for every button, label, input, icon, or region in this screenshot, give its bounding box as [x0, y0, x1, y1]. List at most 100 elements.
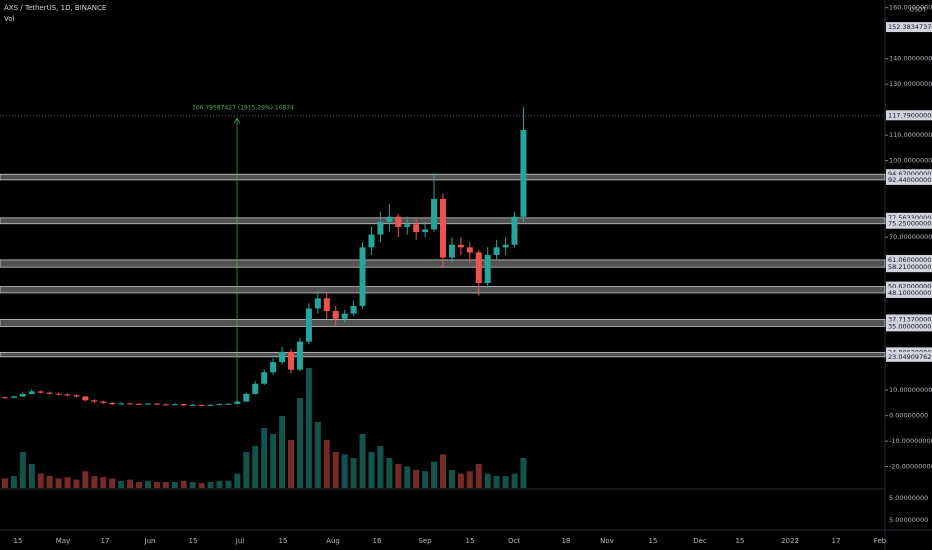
volume-bar	[413, 470, 420, 488]
price-tag: 117.79000000	[888, 111, 932, 119]
price-tag-bg	[886, 281, 932, 292]
candle-body	[207, 404, 214, 406]
volume-bar	[511, 473, 518, 488]
volume-bar	[118, 480, 125, 488]
volume-bar	[28, 464, 35, 488]
price-tag: 50.62000000	[888, 283, 931, 291]
volume-bar	[305, 368, 312, 488]
volume-bar	[520, 458, 527, 488]
volume-label: Vol	[4, 15, 15, 23]
volume-bar	[422, 471, 429, 488]
candle-body	[270, 362, 277, 373]
price-tag-bg	[886, 174, 932, 185]
x-tick-label: 16	[373, 537, 382, 545]
x-tick-label: 15	[279, 537, 288, 545]
price-tag-bg	[886, 314, 932, 325]
candle-body	[279, 351, 286, 363]
price-tag: 58.21000000	[888, 263, 931, 271]
candle-body	[502, 244, 509, 248]
y-tick-label: -20.00000000	[889, 463, 932, 471]
zone	[0, 351, 886, 358]
lower-pane-tick: 5.00000000	[889, 516, 928, 524]
volume-bar	[314, 422, 321, 488]
candle-body	[19, 393, 26, 397]
volume-bar	[162, 482, 169, 488]
candle-body	[127, 403, 134, 405]
candle-body	[109, 402, 116, 405]
candle-body	[422, 229, 429, 233]
price-tag-bg	[886, 351, 932, 362]
volume-bar	[359, 434, 366, 488]
price-tag-bg	[886, 287, 932, 298]
volume-bar	[198, 483, 205, 488]
x-tick-label: Nov	[600, 537, 614, 545]
candle-body	[91, 400, 98, 402]
candle-body	[395, 216, 402, 227]
volume-bar	[270, 434, 277, 488]
price-tag: 23.04909762	[888, 353, 931, 361]
price-tag: 152.38347374	[888, 23, 932, 31]
candle-body	[252, 383, 259, 394]
x-tick-label: 17	[832, 537, 841, 545]
volume-bar	[431, 461, 438, 488]
x-tick-label: 2022	[781, 537, 799, 545]
candle-body	[10, 396, 17, 398]
volume-bar	[180, 480, 187, 488]
volume-bar	[386, 458, 393, 488]
zone	[0, 173, 886, 181]
candle-body	[314, 298, 321, 309]
volume-bar	[109, 478, 116, 488]
y-tick-label: 100.00000000	[889, 157, 932, 165]
price-tag: 75.25000000	[888, 220, 931, 228]
candle-body	[261, 372, 268, 384]
x-tick-label: 17	[101, 537, 110, 545]
candle-body	[448, 244, 455, 258]
price-tag: 94.67000000	[888, 170, 931, 178]
volume-bar	[502, 476, 509, 488]
volume-bar	[252, 446, 259, 488]
zone	[0, 319, 886, 327]
volume-bar	[296, 398, 303, 488]
candle-body	[341, 313, 348, 319]
price-tag: 37.71370000	[888, 315, 931, 323]
candle-body	[377, 221, 384, 235]
volume-bar	[225, 480, 232, 488]
volume-bar	[466, 471, 473, 488]
candle-body	[440, 198, 446, 258]
price-tag-bg	[886, 110, 932, 121]
zone	[0, 286, 886, 294]
candle-body	[46, 392, 53, 394]
volume-bar	[46, 476, 53, 488]
volume-bar	[493, 476, 500, 488]
candle-body	[234, 401, 241, 404]
candle-body	[153, 403, 160, 405]
x-tick-label: Feb	[874, 537, 887, 545]
x-tick-label: Sep	[418, 537, 432, 545]
volume-bar	[189, 482, 196, 488]
volume-bar	[377, 446, 384, 488]
candle-body	[493, 247, 500, 255]
price-tag-bg	[886, 218, 932, 229]
x-tick-label: Aug	[326, 537, 340, 545]
x-tick-label: May	[56, 537, 70, 545]
candle-body	[296, 341, 303, 370]
candle-body	[189, 404, 196, 406]
y-tick-label: 130.00000000	[889, 80, 932, 88]
volume-bar	[404, 466, 411, 488]
y-tick-label: -10.00000000	[889, 437, 932, 445]
candle-body	[323, 298, 330, 312]
volume-bar	[73, 479, 80, 488]
volume-bar	[350, 458, 357, 488]
volume-bar	[395, 464, 402, 488]
candle-body	[457, 244, 464, 248]
candle-body	[475, 252, 482, 284]
volume-bar	[484, 473, 491, 488]
x-tick-label: 15	[189, 537, 198, 545]
candle-body	[466, 247, 473, 253]
volume-bar	[448, 470, 455, 488]
y-tick-label: 10.00000000	[889, 386, 932, 394]
candle-body	[431, 198, 438, 230]
price-tag: 61.06000000	[888, 256, 931, 264]
candle-body	[359, 247, 366, 306]
